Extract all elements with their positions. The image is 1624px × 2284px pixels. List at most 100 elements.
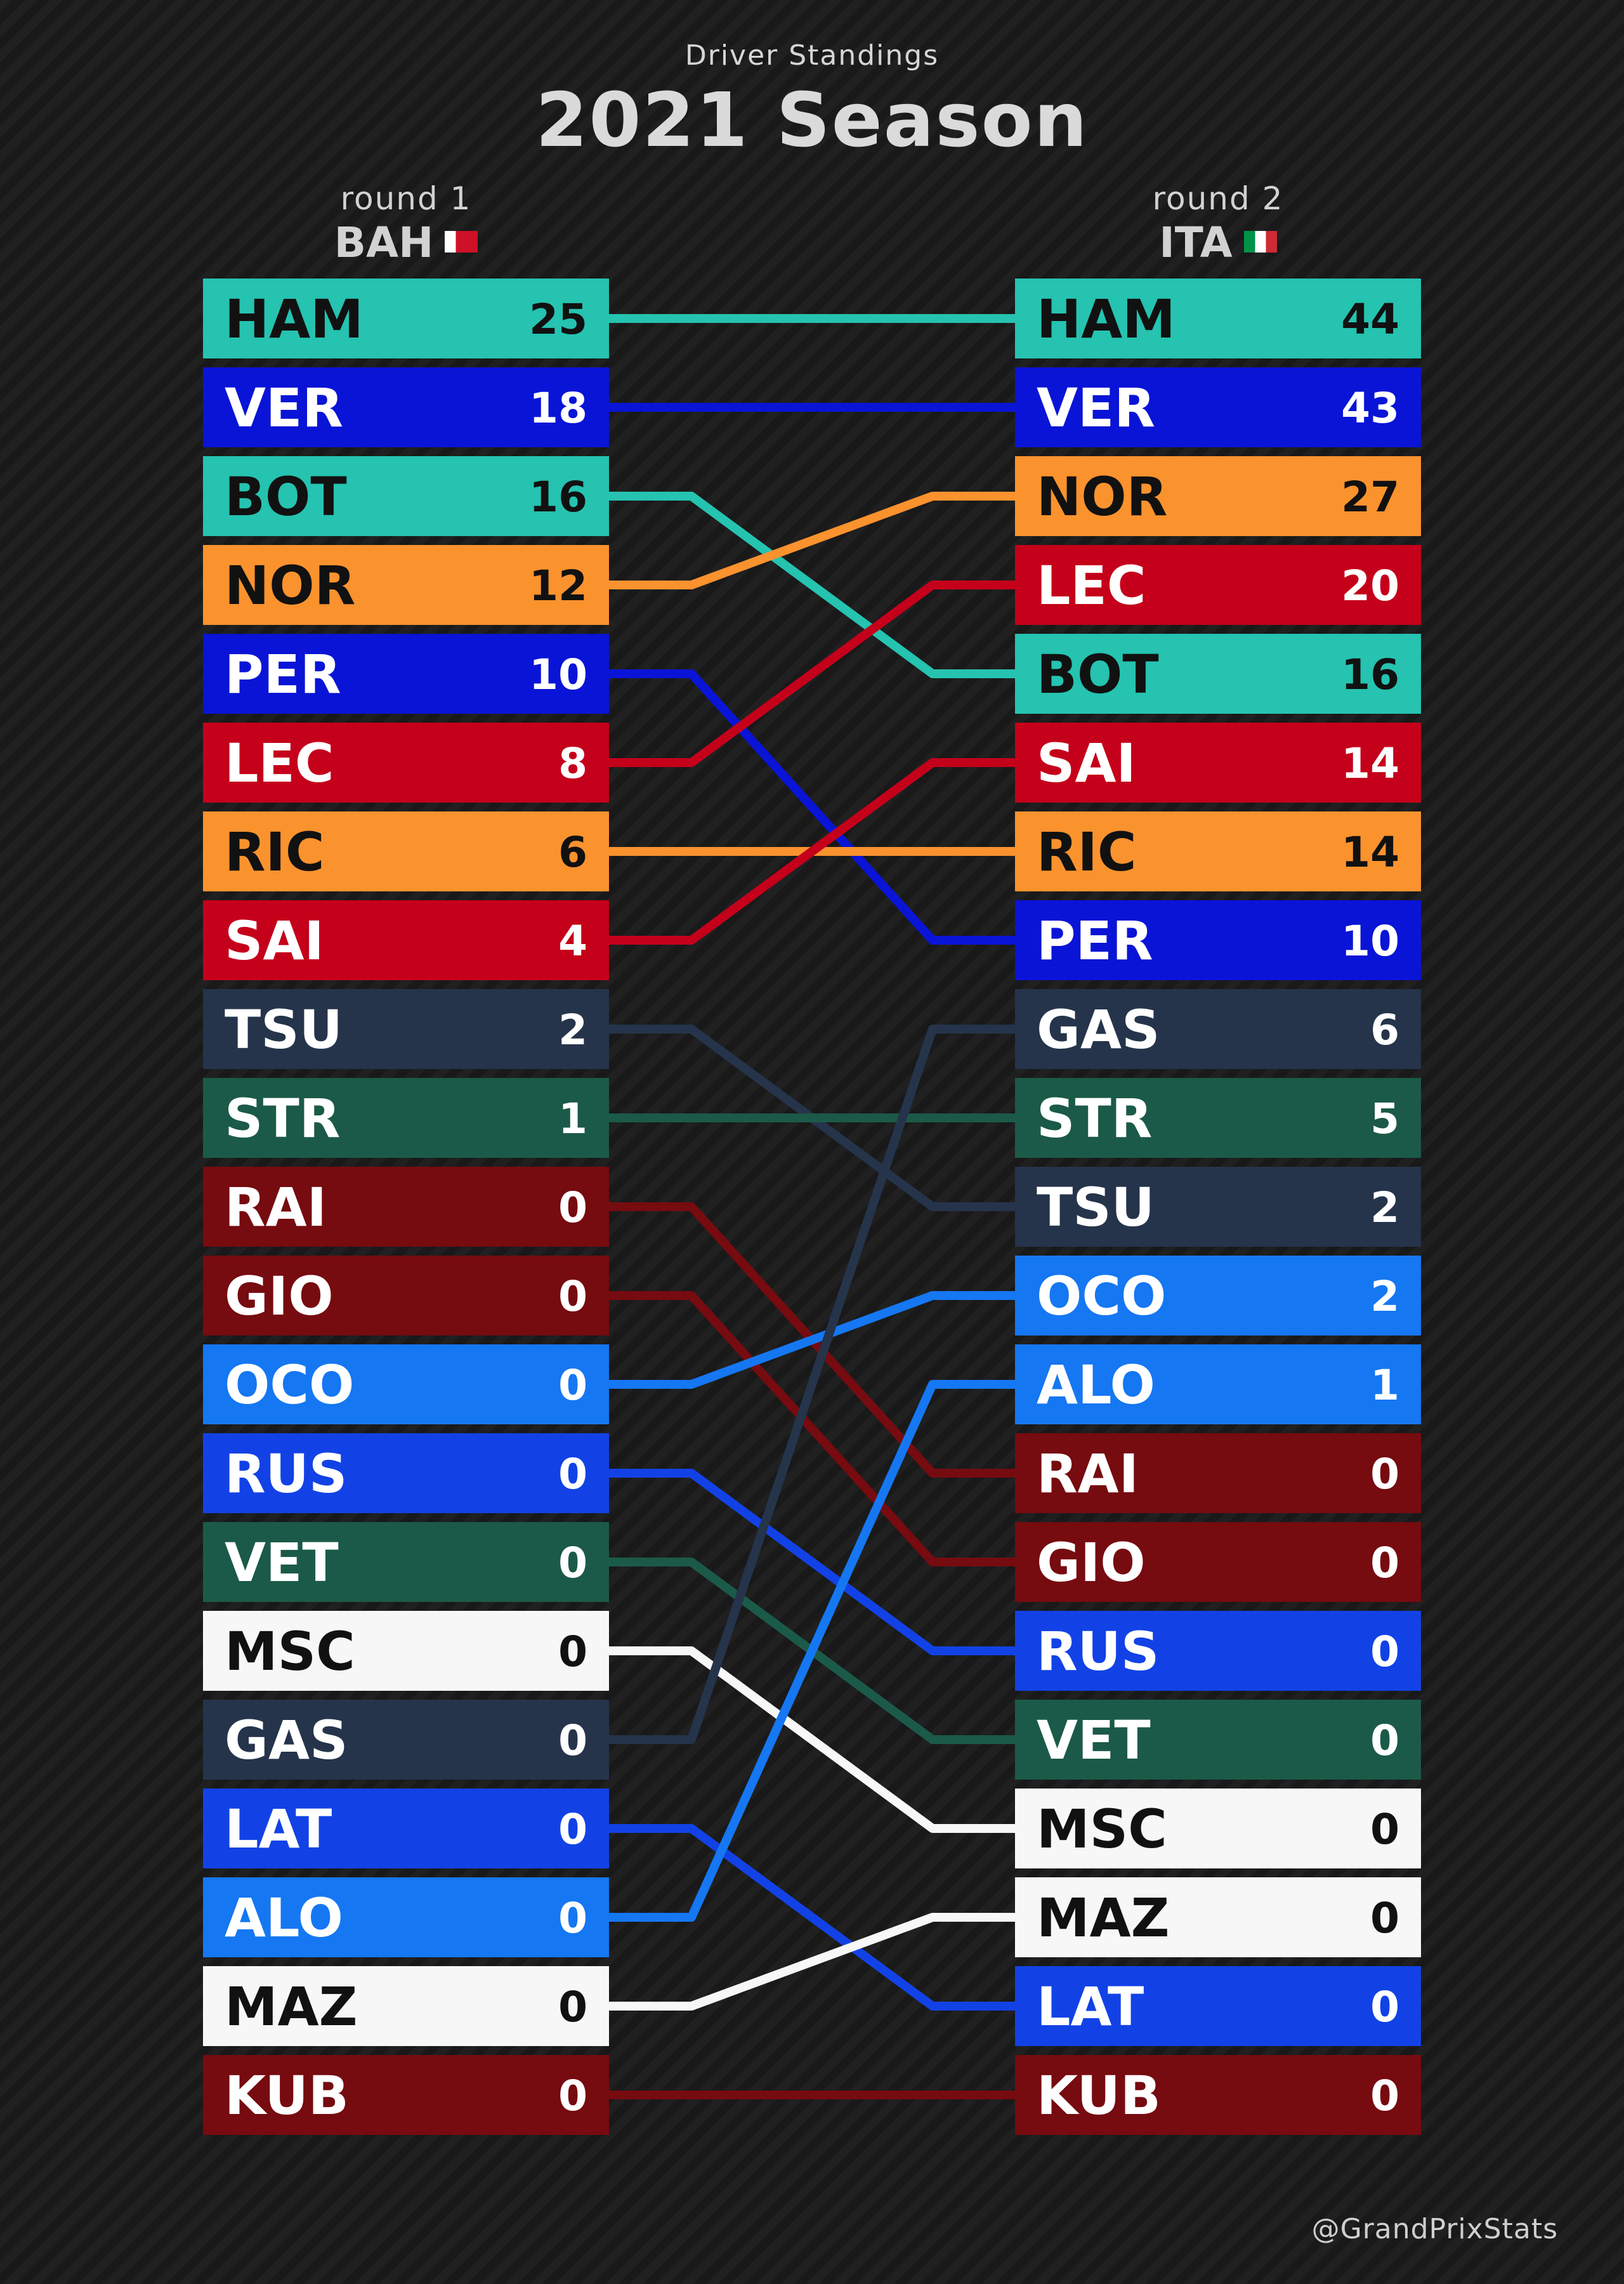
standing-box-rus (203, 1433, 609, 1513)
standing-box-bot (203, 456, 609, 536)
chart-title: 2021 Season (535, 76, 1089, 164)
standing-box-rai (1015, 1433, 1421, 1513)
link-lat (609, 1824, 1015, 2011)
driver-code: STR (1037, 1087, 1152, 1150)
standing-box-ham (1015, 279, 1421, 358)
standing-row: RAI 0 (1015, 1433, 1421, 1513)
link-alo (609, 1380, 1015, 1922)
standing-box-alo (203, 1877, 609, 1957)
standing-box-ver (1015, 367, 1421, 447)
driver-code: MSC (225, 1620, 355, 1683)
driver-code: GIO (225, 1265, 334, 1327)
driver-points: 0 (558, 1183, 587, 1232)
standing-row: BOT 16 (203, 456, 609, 536)
standing-box-msc (1015, 1788, 1421, 1868)
driver-points: 16 (529, 473, 587, 522)
standing-row: OCO 2 (1015, 1256, 1421, 1336)
standing-row: RUS 0 (1015, 1611, 1421, 1691)
standing-box-ric (1015, 811, 1421, 891)
standing-box-gio (203, 1256, 609, 1336)
driver-points: 20 (1341, 561, 1399, 610)
driver-code: KUB (225, 2064, 349, 2127)
driver-code: SAI (1037, 732, 1136, 794)
driver-code: LEC (1037, 555, 1146, 617)
driver-points: 0 (1370, 1894, 1399, 1943)
driver-points: 25 (529, 295, 587, 344)
driver-points: 0 (558, 1805, 587, 1854)
standing-box-bot (1015, 634, 1421, 714)
round-2-code-text: ITA (1159, 218, 1233, 267)
driver-code: LEC (225, 732, 334, 794)
driver-points: 0 (558, 1627, 587, 1676)
standing-row: LAT 0 (1015, 1966, 1421, 2046)
driver-code: TSU (225, 999, 343, 1061)
driver-code: RIC (225, 821, 325, 883)
driver-code: VER (1037, 377, 1155, 439)
standing-box-vet (203, 1522, 609, 1602)
driver-points: 8 (558, 739, 587, 788)
driver-points: 0 (558, 1894, 587, 1943)
driver-code: OCO (225, 1354, 354, 1416)
driver-code: LAT (1037, 1976, 1144, 2038)
standing-row: RIC 14 (1015, 811, 1421, 891)
standing-box-gas (1015, 989, 1421, 1069)
italy-flag-icon (1243, 230, 1277, 253)
standing-row: MSC 0 (1015, 1788, 1421, 1868)
standing-box-rus (1015, 1611, 1421, 1691)
standing-row: VER 18 (203, 367, 609, 447)
standing-box-gio (1015, 1522, 1421, 1602)
link-per (609, 669, 1015, 945)
driver-points: 2 (558, 1006, 587, 1054)
driver-code: RIC (1037, 821, 1137, 883)
driver-points: 27 (1341, 473, 1399, 522)
driver-code: NOR (225, 555, 355, 617)
standing-row: NOR 12 (203, 545, 609, 625)
standing-box-str (1015, 1078, 1421, 1158)
standing-box-per (203, 634, 609, 714)
standing-box-oco (1015, 1256, 1421, 1336)
driver-points: 10 (1341, 917, 1399, 966)
driver-code: HAM (225, 288, 363, 350)
driver-points: 0 (1370, 1716, 1399, 1765)
standing-row: STR 1 (203, 1078, 609, 1158)
link-gas (609, 1025, 1015, 1744)
driver-points: 4 (558, 917, 587, 966)
standing-box-ric (203, 811, 609, 891)
standing-box-per (1015, 900, 1421, 980)
driver-code: MAZ (1037, 1887, 1170, 1949)
driver-points: 0 (558, 2071, 587, 2120)
standing-box-msc (203, 1611, 609, 1691)
standing-row: GAS 6 (1015, 989, 1421, 1069)
standing-row: KUB 0 (1015, 2055, 1421, 2135)
standing-box-gas (203, 1700, 609, 1780)
round-2-label: round 2 (1152, 180, 1284, 217)
standing-row: BOT 16 (1015, 634, 1421, 714)
link-msc (609, 1646, 1015, 1833)
driver-points: 0 (1370, 1627, 1399, 1676)
driver-points: 14 (1341, 739, 1399, 788)
round-1-code-text: BAH (334, 218, 434, 267)
standing-row: ALO 0 (203, 1877, 609, 1957)
driver-points: 18 (529, 384, 587, 433)
standing-row: SAI 14 (1015, 723, 1421, 803)
driver-points: 44 (1341, 295, 1399, 344)
bahrain-flag-icon (445, 230, 478, 253)
link-rus (609, 1469, 1015, 1655)
standing-box-alo (1015, 1344, 1421, 1424)
round-2-header: round 2 ITA (1015, 183, 1421, 264)
driver-points: 5 (1370, 1094, 1399, 1143)
standing-box-vet (1015, 1700, 1421, 1780)
standing-row: OCO 0 (203, 1344, 609, 1424)
driver-code: RUS (225, 1443, 347, 1505)
driver-code: HAM (1037, 288, 1175, 350)
standing-row: MAZ 0 (203, 1966, 609, 2046)
position-change-links (609, 314, 1015, 2099)
driver-points: 12 (529, 561, 587, 610)
driver-points: 14 (1341, 828, 1399, 877)
driver-code: BOT (1037, 643, 1159, 706)
round-1-header: round 1 BAH (203, 183, 609, 264)
driver-code: MSC (1037, 1798, 1167, 1860)
standing-row: RIC 6 (203, 811, 609, 891)
